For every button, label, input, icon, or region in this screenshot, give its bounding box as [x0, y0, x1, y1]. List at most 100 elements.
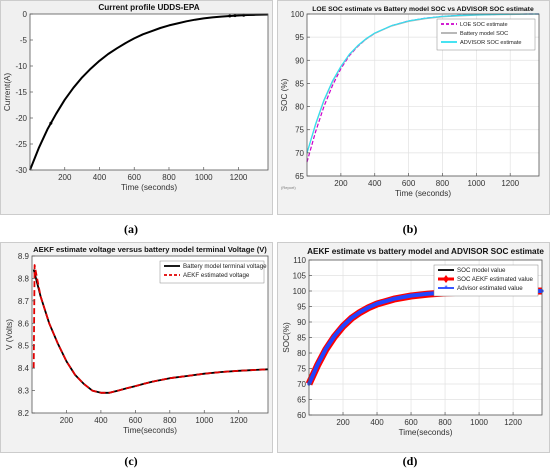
chart-a: 200 400 600 800 1000 1200 0 -5 -10 -15 -20 -25 -30 Cu… [0, 0, 273, 215]
y-tick-label: 8.4 [18, 364, 30, 373]
data-point [358, 310, 362, 314]
y-tick-label: 8.3 [18, 387, 30, 396]
y-tick-label: 8.8 [18, 274, 30, 283]
y-axis-label: Current(A) [3, 73, 12, 111]
y-tick-label: -30 [15, 166, 27, 175]
y-tick-label: 100 [291, 10, 305, 19]
chart-title: AEKF estimate vs battery model and ADVIS… [307, 247, 544, 256]
x-tick-label: 600 [404, 418, 418, 427]
y-tick-label: 75 [297, 365, 306, 374]
y-tick-label: 95 [295, 33, 304, 42]
legend-box [159, 260, 265, 284]
axes-box [31, 255, 269, 414]
data-point [332, 334, 337, 338]
legend-label: Battery model terminal voltage [183, 263, 267, 270]
data-point [426, 292, 430, 296]
chart-b: 200 400 600 800 1000 1200 65 70 75 80 85 90 95 100 LOE… [277, 0, 550, 215]
x-tick-label: 1000 [470, 418, 488, 427]
data-point [315, 363, 320, 367]
y-tick-label: 8.2 [18, 409, 30, 418]
y-tick-label: 8.9 [18, 252, 30, 261]
x-axis-label: Time (seconds) [395, 189, 451, 198]
y-tick-label: 85 [295, 79, 304, 88]
caption-a: (a) [124, 222, 138, 236]
legend-label: SOC AEKF estimated value [457, 276, 534, 283]
chart-title: Current profile UDDS-EPA [98, 3, 199, 12]
chart-title: LOE SOC estimate vs Battery model SOC vs… [312, 6, 534, 13]
data-point [233, 14, 237, 18]
plot-area [30, 14, 268, 170]
x-axis-label: Time(seconds) [123, 426, 177, 435]
legend-label: LOE SOC estimate [460, 22, 508, 28]
y-tick-label: -20 [15, 114, 27, 123]
x-tick-label: 800 [438, 418, 452, 427]
y-tick-label: 0 [23, 10, 28, 19]
legend-label: ADVISOR SOC estimate [460, 40, 522, 46]
y-tick-label: 70 [297, 380, 306, 389]
x-tick-label: 1200 [230, 416, 248, 425]
caption-b: (b) [402, 222, 418, 236]
x-tick-label: 1000 [195, 416, 213, 425]
chart-title: AEKF estimate voltage versus battery mod… [33, 245, 267, 254]
y-tick-label: 105 [293, 272, 307, 281]
y-tick-label: 100 [293, 287, 307, 296]
y-tick-label: 70 [295, 149, 304, 158]
chart-d: 200 400 600 800 1000 1200 60 65 70 75 80 85 90 95 100 1… [277, 242, 550, 453]
y-tick-label: 85 [297, 334, 306, 343]
series-line-aekf-estimated-voltage [32, 264, 269, 394]
y-tick-label: 90 [297, 318, 306, 327]
axes-box [306, 13, 540, 177]
data-point [366, 305, 371, 310]
legend: Battery model terminal voltage AEKF estim… [159, 260, 267, 284]
y-tick-label: 8.6 [18, 319, 30, 328]
data-point [375, 302, 379, 306]
x-tick-label: 1200 [230, 173, 248, 182]
legend-marker: * [444, 284, 447, 293]
data-point [324, 347, 328, 351]
x-axis-label: Time (seconds) [121, 183, 177, 192]
x-tick-label: 200 [336, 418, 350, 427]
series-line-current [29, 13, 269, 171]
x-tick-label: 1000 [467, 179, 485, 188]
legend-label: Advisor estimated value [457, 285, 523, 292]
x-tick-label: 600 [402, 179, 416, 188]
x-tick-label: 1200 [504, 418, 522, 427]
y-tick-label: 8.5 [18, 342, 30, 351]
x-tick-label: 600 [129, 416, 143, 425]
y-tick-label: 8.7 [18, 297, 30, 306]
legend-label: AEKF estimated voltage [183, 272, 250, 279]
x-tick-label: 1200 [501, 179, 519, 188]
y-axis-label: SOC(%) [282, 322, 291, 353]
legend-label: SOC model value [457, 267, 506, 274]
x-tick-label: 200 [58, 173, 72, 182]
series-line-advisor-soc-estimate [306, 13, 539, 154]
data-point [242, 13, 246, 17]
x-tick-label: 400 [93, 173, 107, 182]
y-tick-label: 65 [295, 172, 304, 181]
y-tick-label: 110 [293, 256, 306, 265]
legend: LOE SOC estimate Battery model SOC ADVISOR… [436, 18, 536, 51]
legend-marker [443, 275, 449, 283]
x-tick-label: 200 [60, 416, 74, 425]
x-tick-label: 400 [368, 179, 382, 188]
x-tick-label: 800 [162, 173, 176, 182]
y-tick-label: 65 [297, 396, 306, 405]
y-axis-label: V (Volts) [5, 319, 14, 350]
x-tick-label: 400 [370, 418, 384, 427]
y-tick-label: -15 [15, 88, 27, 97]
y-tick-label: 60 [297, 411, 306, 420]
y-axis-label: SOC (%) [280, 78, 289, 111]
x-tick-label: 800 [436, 179, 450, 188]
chart-c: 200 400 600 800 1000 1200 8.2 8.3 8.4 8.5 8.6 8.7 8.… [0, 242, 273, 453]
y-tick-label: -5 [20, 36, 28, 45]
y-tick-label: -10 [15, 62, 27, 71]
y-tick-label: -25 [15, 140, 27, 149]
x-tick-label: 600 [128, 173, 142, 182]
legend: SOC model value SOC AEKF estimated value *… [433, 264, 539, 297]
y-tick-label: 90 [295, 56, 304, 65]
x-tick-label: 800 [163, 416, 177, 425]
data-point [341, 324, 345, 328]
caption-c: (c) [124, 454, 138, 468]
data-point [228, 14, 232, 18]
x-tick-label: 1000 [195, 173, 213, 182]
